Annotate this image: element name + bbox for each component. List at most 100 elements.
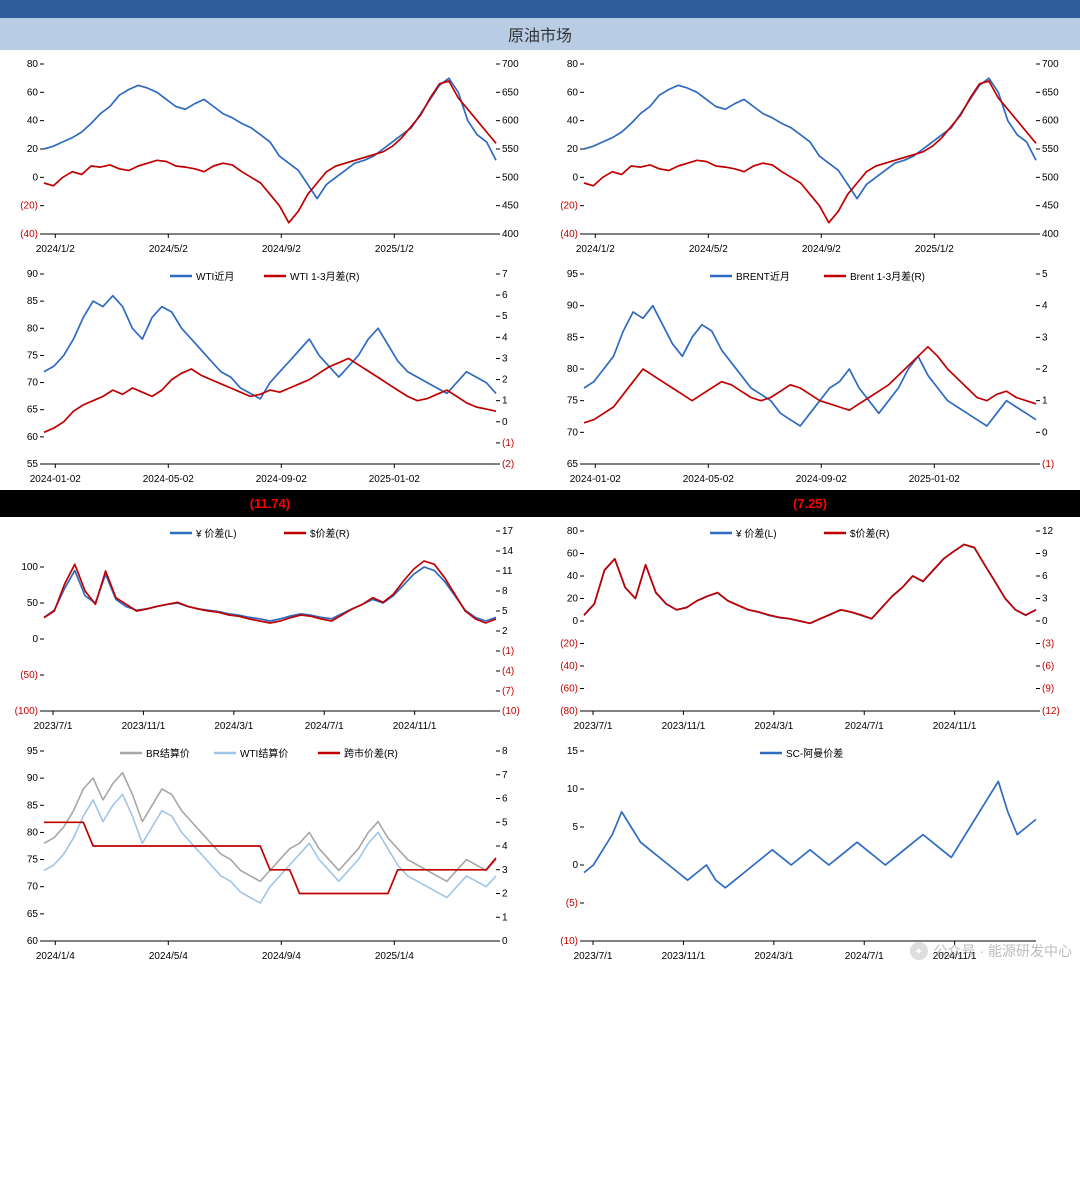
svg-text:1: 1: [1042, 396, 1048, 407]
chart-spread-1: (100)(50)050100(10)(7)(4)(1)258111417202…: [0, 517, 540, 737]
svg-text:70: 70: [27, 882, 39, 893]
svg-text:60: 60: [567, 87, 579, 98]
svg-text:(6): (6): [1042, 661, 1054, 672]
svg-text:40: 40: [27, 116, 39, 127]
svg-text:2025/1/2: 2025/1/2: [915, 244, 954, 255]
svg-text:2023/11/1: 2023/11/1: [662, 951, 706, 962]
svg-text:5: 5: [502, 606, 508, 617]
svg-text:(2): (2): [502, 459, 514, 470]
svg-text:20: 20: [27, 144, 39, 155]
svg-text:5: 5: [502, 817, 508, 828]
svg-text:2024-05-02: 2024-05-02: [683, 474, 735, 485]
svg-text:$价差(R): $价差(R): [310, 527, 349, 540]
svg-text:80: 80: [27, 59, 39, 70]
svg-text:650: 650: [502, 87, 519, 98]
svg-text:2024-09-02: 2024-09-02: [796, 474, 848, 485]
svg-text:3: 3: [1042, 332, 1048, 343]
svg-text:60: 60: [27, 432, 39, 443]
svg-text:$价差(R): $价差(R): [850, 527, 889, 540]
svg-text:85: 85: [567, 332, 579, 343]
svg-text:400: 400: [502, 229, 519, 240]
svg-text:60: 60: [567, 549, 579, 560]
svg-text:2024/3/1: 2024/3/1: [754, 721, 793, 732]
svg-text:75: 75: [567, 396, 579, 407]
svg-text:2024-01-02: 2024-01-02: [30, 474, 82, 485]
svg-text:8: 8: [502, 746, 508, 757]
svg-text:5: 5: [1042, 269, 1048, 280]
svg-text:2025-01-02: 2025-01-02: [909, 474, 961, 485]
svg-text:(80): (80): [560, 706, 578, 717]
svg-text:(10): (10): [560, 936, 578, 947]
svg-text:2023/7/1: 2023/7/1: [574, 951, 613, 962]
chart-br-wti: 60657075808590950123456782024/1/42024/5/…: [0, 737, 540, 967]
svg-text:(50): (50): [20, 670, 38, 681]
svg-text:¥ 价差(L): ¥ 价差(L): [735, 527, 777, 540]
chart-spread-2: (80)(60)(40)(20)020406080(12)(9)(6)(3)03…: [540, 517, 1080, 737]
svg-text:75: 75: [27, 855, 39, 866]
svg-text:(40): (40): [560, 229, 578, 240]
svg-text:2: 2: [502, 375, 508, 386]
values-row: (11.74) (7.25): [0, 490, 1080, 517]
svg-text:700: 700: [502, 59, 519, 70]
svg-text:(40): (40): [560, 661, 578, 672]
svg-text:65: 65: [27, 909, 39, 920]
row-1: (40)(20)02040608040045050055060065070020…: [0, 50, 1080, 260]
svg-text:SC-阿曼价差: SC-阿曼价差: [786, 747, 843, 760]
value-right: (7.25): [540, 490, 1080, 517]
svg-text:80: 80: [27, 323, 39, 334]
chart-brent: 65707580859095(1)0123452024-01-022024-05…: [540, 260, 1080, 490]
svg-text:20: 20: [567, 594, 579, 605]
header-bar: [0, 0, 1080, 18]
chart-sc-oman: (10)(5)0510152023/7/12023/11/12024/3/120…: [540, 737, 1080, 967]
svg-text:(20): (20): [560, 639, 578, 650]
svg-text:0: 0: [572, 172, 578, 183]
svg-text:0: 0: [32, 172, 38, 183]
svg-text:(3): (3): [1042, 639, 1054, 650]
svg-text:3: 3: [502, 353, 508, 364]
svg-text:550: 550: [1042, 144, 1059, 155]
svg-text:2024-09-02: 2024-09-02: [256, 474, 308, 485]
svg-text:650: 650: [1042, 87, 1059, 98]
svg-text:40: 40: [567, 571, 579, 582]
svg-text:400: 400: [1042, 229, 1059, 240]
svg-text:2024/11/1: 2024/11/1: [933, 951, 977, 962]
svg-text:2024/11/1: 2024/11/1: [393, 721, 437, 732]
svg-text:2024/9/4: 2024/9/4: [262, 951, 301, 962]
svg-text:2024/9/2: 2024/9/2: [802, 244, 841, 255]
svg-text:3: 3: [502, 865, 508, 876]
svg-text:6: 6: [502, 290, 508, 301]
svg-text:550: 550: [502, 144, 519, 155]
svg-text:2024/9/2: 2024/9/2: [262, 244, 301, 255]
svg-text:(20): (20): [20, 201, 38, 212]
svg-text:(100): (100): [15, 706, 38, 717]
svg-text:75: 75: [27, 350, 39, 361]
svg-text:90: 90: [567, 301, 579, 312]
svg-text:2024/3/1: 2024/3/1: [754, 951, 793, 962]
svg-text:65: 65: [27, 405, 39, 416]
svg-text:6: 6: [1042, 571, 1048, 582]
svg-text:70: 70: [567, 427, 579, 438]
svg-text:6: 6: [502, 794, 508, 805]
svg-text:80: 80: [27, 827, 39, 838]
svg-text:WTI 1-3月差(R): WTI 1-3月差(R): [290, 270, 359, 283]
svg-text:90: 90: [27, 773, 39, 784]
svg-text:2024/5/2: 2024/5/2: [149, 244, 188, 255]
svg-text:0: 0: [502, 936, 508, 947]
chart-1-right: (40)(20)02040608040045050055060065070020…: [540, 50, 1080, 260]
svg-text:14: 14: [502, 546, 514, 557]
svg-text:2025/1/2: 2025/1/2: [375, 244, 414, 255]
chart-wti: 5560657075808590(2)(1)012345672024-01-02…: [0, 260, 540, 490]
svg-text:60: 60: [27, 936, 39, 947]
chart-1-left: (40)(20)02040608040045050055060065070020…: [0, 50, 540, 260]
svg-text:450: 450: [502, 201, 519, 212]
svg-text:9: 9: [1042, 549, 1048, 560]
svg-text:2025-01-02: 2025-01-02: [369, 474, 421, 485]
svg-text:700: 700: [1042, 59, 1059, 70]
svg-text:2: 2: [502, 626, 508, 637]
svg-text:10: 10: [567, 784, 579, 795]
svg-text:Brent 1-3月差(R): Brent 1-3月差(R): [850, 270, 925, 283]
svg-text:80: 80: [567, 59, 579, 70]
row-3: (100)(50)050100(10)(7)(4)(1)258111417202…: [0, 517, 1080, 737]
svg-text:600: 600: [502, 116, 519, 127]
svg-text:600: 600: [1042, 116, 1059, 127]
